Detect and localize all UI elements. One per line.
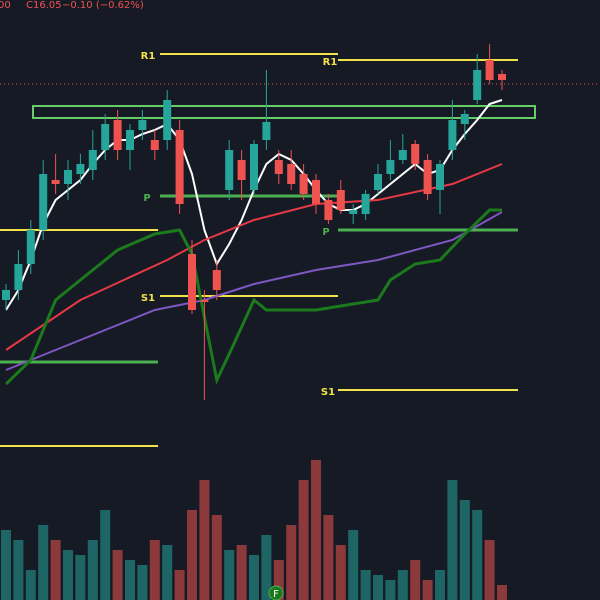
candle-body — [460, 114, 469, 124]
volume-bar — [335, 545, 346, 600]
volume-bar — [410, 560, 421, 600]
volume-bar — [50, 540, 61, 600]
volume-bar — [286, 525, 297, 600]
header-open: 00 — [0, 0, 11, 11]
candle-body — [88, 150, 97, 170]
candle-body — [287, 164, 296, 184]
candle-body — [188, 254, 196, 310]
candle-body — [485, 60, 494, 80]
candle-body — [39, 174, 48, 230]
volume-bar — [174, 570, 185, 600]
candle-body — [237, 160, 246, 180]
candle-body — [51, 180, 60, 184]
volume-bar — [323, 515, 334, 600]
volume-bar — [360, 570, 371, 600]
volume-bar — [373, 575, 383, 600]
candle-body — [250, 144, 258, 190]
volume-bar — [261, 535, 272, 600]
candle-body — [14, 264, 23, 290]
volume-bar — [149, 540, 160, 600]
volume-bar — [236, 545, 247, 600]
volume-bar — [224, 550, 235, 600]
volume-bar — [497, 585, 507, 600]
candle-body — [473, 70, 482, 100]
candle-body — [126, 130, 134, 150]
volume-bar — [187, 510, 197, 600]
volume-bar — [348, 530, 359, 600]
level-label: P — [143, 193, 150, 204]
candle-body — [336, 190, 345, 210]
zone — [32, 105, 536, 119]
volume-bar — [199, 480, 210, 600]
candle-body — [76, 164, 85, 174]
volume-bar — [137, 565, 148, 600]
indicator-line — [5, 211, 503, 371]
candle-body — [349, 210, 358, 214]
candle-body — [262, 122, 271, 140]
candle-body — [312, 180, 320, 204]
header-close: C16.05 — [26, 0, 62, 11]
volume-bar — [311, 460, 321, 600]
volume-bar — [13, 540, 24, 600]
level-label: S1 — [321, 387, 335, 398]
candle-body — [212, 270, 221, 290]
volume-bar — [1, 530, 11, 600]
header-change: −0.10 (−0.62%) — [62, 0, 144, 11]
candle-body — [498, 74, 506, 80]
event-label: F — [273, 589, 279, 600]
volume-bar — [63, 550, 73, 600]
volume-bar — [484, 540, 495, 600]
candle-body — [423, 160, 432, 194]
volume-bar — [273, 560, 284, 600]
level-label: R1 — [323, 57, 338, 68]
volume-bar — [249, 555, 259, 600]
volume-bar — [112, 550, 123, 600]
volume-bar — [447, 480, 458, 600]
candle-body — [361, 194, 370, 214]
volume-bar — [25, 570, 36, 600]
volume-bar — [162, 545, 173, 600]
candle-body — [26, 230, 35, 264]
volume-bar — [422, 580, 433, 600]
volume-bar — [385, 580, 396, 600]
level-label: S1 — [141, 293, 155, 304]
candle-body — [448, 120, 457, 150]
candle-body — [2, 290, 10, 300]
candle-body — [299, 174, 308, 194]
candle-body — [175, 130, 184, 204]
candle-body — [163, 100, 172, 140]
candle-body — [150, 140, 159, 150]
volume-bar — [211, 515, 222, 600]
candle-body — [113, 120, 122, 150]
candle-body — [411, 144, 420, 164]
candle-body — [64, 170, 72, 184]
candle-body — [324, 200, 333, 220]
volume-bar — [38, 525, 49, 600]
candle-body — [386, 160, 395, 174]
candle-body — [225, 150, 234, 190]
level-label: R1 — [141, 51, 156, 62]
volume-bar — [125, 560, 135, 600]
candle-body — [374, 174, 382, 190]
volume-bar — [435, 570, 445, 600]
candle-body — [138, 120, 147, 130]
event-marker — [268, 585, 284, 600]
candle-body — [274, 160, 283, 174]
indicator-line — [4, 208, 502, 386]
volume-bar — [75, 555, 86, 600]
volume-bar — [397, 570, 408, 600]
volume-bar — [298, 480, 309, 600]
volume-bar — [459, 500, 470, 600]
candle-body — [398, 150, 407, 160]
volume-bar — [100, 510, 111, 600]
level-label: P — [322, 227, 329, 238]
candle-body — [101, 124, 110, 150]
volume-bar — [472, 510, 483, 600]
candle-body — [200, 300, 209, 302]
volume-bar — [87, 540, 98, 600]
candle-body — [436, 164, 444, 190]
